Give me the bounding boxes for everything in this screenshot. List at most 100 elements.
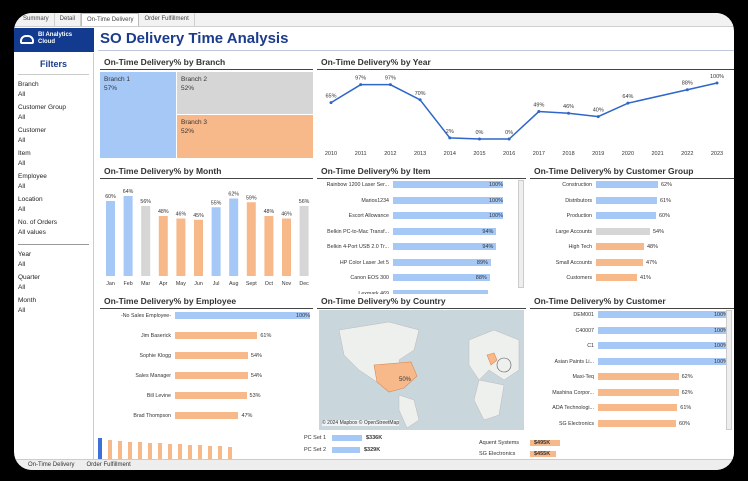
- month-bar[interactable]: [246, 202, 256, 276]
- month-bar[interactable]: [123, 196, 133, 276]
- bottom-tab-on-time-delivery[interactable]: On-Time Delivery: [28, 462, 75, 468]
- filter-b2[interactable]: Month All: [14, 297, 93, 314]
- filter-value[interactable]: All: [18, 160, 26, 167]
- month-bar[interactable]: [299, 206, 309, 276]
- employee-bar[interactable]: [175, 392, 247, 399]
- year-point[interactable]: [507, 137, 511, 141]
- month-bar[interactable]: [194, 219, 203, 276]
- customer-group-value: 48%: [647, 244, 659, 250]
- customer-bar[interactable]: [598, 357, 728, 365]
- filter-value[interactable]: All: [18, 114, 26, 121]
- filter-a2[interactable]: Customer All: [14, 127, 93, 144]
- filter-a6[interactable]: No. of Orders All values: [14, 219, 93, 236]
- filter-value[interactable]: All: [18, 91, 26, 98]
- customer-bar[interactable]: [598, 404, 678, 411]
- year-point[interactable]: [626, 101, 630, 105]
- customer-group-bar[interactable]: [596, 274, 637, 281]
- month-tick-label: May: [176, 281, 186, 287]
- item-bar[interactable]: [393, 289, 488, 297]
- filter-value[interactable]: All: [18, 261, 26, 268]
- customer-2-value: $455K: [534, 451, 551, 457]
- month-bar[interactable]: [176, 218, 186, 277]
- item-bar[interactable]: [393, 243, 497, 250]
- month-bar[interactable]: [282, 218, 291, 277]
- filter-b1[interactable]: Quarter All: [14, 274, 93, 291]
- country-map[interactable]: 50% © 2024 Mapbox © OpenStreetMap: [319, 310, 524, 430]
- customer-2-bar[interactable]: [530, 451, 556, 457]
- item-value: 100%: [489, 213, 504, 219]
- customer-bar[interactable]: [598, 311, 728, 318]
- month-tick-label: Feb: [124, 281, 133, 287]
- employee-bar[interactable]: [175, 352, 248, 359]
- treemap-branch-1[interactable]: Branch 1 57%: [100, 72, 176, 158]
- pc-set-1-bar[interactable]: [332, 435, 362, 441]
- customer-group-bar[interactable]: [596, 258, 643, 266]
- employee-bar[interactable]: [175, 312, 310, 319]
- month-bar[interactable]: [264, 216, 274, 276]
- item-bar[interactable]: [393, 181, 503, 188]
- customer-group-bar[interactable]: [596, 212, 656, 219]
- item-bar[interactable]: [393, 274, 490, 281]
- month-bar[interactable]: [229, 198, 239, 277]
- tab-order-fulfillment[interactable]: Order Fulfillment: [139, 13, 195, 26]
- month-bar[interactable]: [158, 216, 168, 276]
- year-point[interactable]: [448, 136, 452, 140]
- customer-group-bar[interactable]: [596, 196, 657, 204]
- customer-group-bar[interactable]: [596, 243, 644, 250]
- filter-value[interactable]: All: [18, 183, 26, 190]
- year-point[interactable]: [418, 98, 422, 102]
- customer-group-bar[interactable]: [596, 181, 658, 188]
- filter-a5[interactable]: Location All: [14, 196, 93, 213]
- item-scrollbar[interactable]: [518, 180, 524, 288]
- filter-a4[interactable]: Employee All: [14, 173, 93, 190]
- employee-bar[interactable]: [175, 412, 239, 419]
- filter-value[interactable]: All: [18, 206, 26, 213]
- filter-value[interactable]: All: [18, 137, 26, 144]
- filter-value[interactable]: All values: [18, 229, 46, 236]
- item-bar[interactable]: [393, 196, 503, 204]
- tab-detail[interactable]: Detail: [55, 13, 82, 26]
- item-bar[interactable]: [393, 258, 491, 266]
- tab-summary[interactable]: Summary: [18, 13, 55, 26]
- month-bar[interactable]: [141, 206, 151, 276]
- customer-group-bar[interactable]: [596, 227, 650, 235]
- filter-a0[interactable]: Branch All: [14, 81, 93, 98]
- filter-a1[interactable]: Customer Group All: [14, 104, 93, 121]
- year-point[interactable]: [329, 101, 333, 105]
- employee-bar[interactable]: [175, 372, 248, 379]
- year-point[interactable]: [567, 111, 571, 115]
- customer-bar[interactable]: [598, 419, 676, 427]
- employee-bar[interactable]: [175, 332, 258, 339]
- tab-on-time-delivery[interactable]: On-Time Delivery: [81, 13, 140, 26]
- customer-bar[interactable]: [598, 373, 679, 380]
- bottom-tab-order-fulfillment[interactable]: Order Fulfillment: [86, 462, 131, 468]
- year-point[interactable]: [715, 81, 719, 85]
- customer-bar[interactable]: [598, 342, 728, 349]
- customer-bar[interactable]: [598, 326, 728, 334]
- treemap-branch-3[interactable]: Branch 3 52%: [177, 115, 313, 158]
- panel-rule: [530, 178, 734, 179]
- customer-bar[interactable]: [598, 388, 679, 396]
- customer-1-bar[interactable]: [530, 440, 560, 446]
- filter-value[interactable]: All: [18, 307, 26, 314]
- filter-a3[interactable]: Item All: [14, 150, 93, 167]
- treemap-branch-2[interactable]: Branch 2 52%: [177, 72, 313, 114]
- year-point[interactable]: [596, 115, 600, 119]
- item-value: 100%: [489, 182, 504, 188]
- year-point[interactable]: [477, 137, 481, 141]
- month-tick-label: Mar: [141, 281, 150, 287]
- item-bar[interactable]: [393, 212, 503, 219]
- filter-b0[interactable]: Year All: [14, 251, 93, 268]
- month-bar[interactable]: [211, 207, 221, 276]
- year-point[interactable]: [685, 88, 689, 92]
- pc-set-2-bar[interactable]: [332, 447, 360, 453]
- filter-value[interactable]: All: [18, 284, 26, 291]
- employee-label: Sophie Klogg: [139, 353, 171, 359]
- item-value: 100%: [489, 197, 504, 204]
- month-bar[interactable]: [106, 201, 115, 276]
- customer-scrollbar[interactable]: [726, 310, 732, 430]
- year-point[interactable]: [359, 83, 363, 87]
- year-point[interactable]: [537, 110, 541, 114]
- item-bar[interactable]: [393, 227, 497, 235]
- year-point[interactable]: [388, 83, 392, 87]
